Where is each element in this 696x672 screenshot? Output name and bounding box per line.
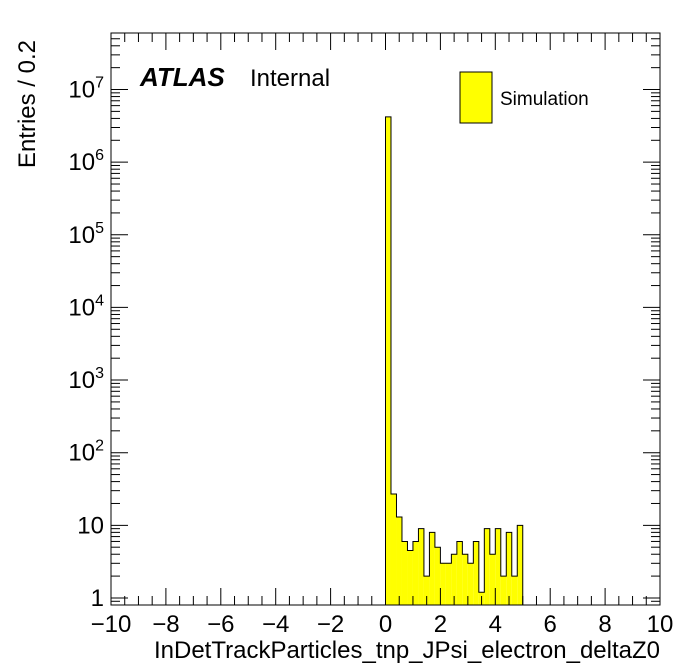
y-axis-title: Entries / 0.2 xyxy=(14,40,41,168)
histogram-bar xyxy=(407,550,413,605)
histogram-bar xyxy=(429,532,435,605)
y-tick-label: 102 xyxy=(68,438,104,467)
histogram-outline xyxy=(385,116,524,605)
histogram-bar xyxy=(390,493,397,605)
histogram-bar xyxy=(418,528,424,605)
histogram-bars xyxy=(385,116,524,605)
histogram-bar xyxy=(412,541,419,605)
histogram-bar xyxy=(511,576,518,605)
x-tick-label: 6 xyxy=(544,611,557,638)
y-tick-label: 107 xyxy=(68,75,104,104)
histogram-bar xyxy=(467,563,474,605)
x-axis-title: InDetTrackParticles_tnp_JPsi_electron_de… xyxy=(154,637,660,664)
legend-label: Simulation xyxy=(500,89,589,110)
histogram-bar xyxy=(440,563,446,605)
atlas-label: ATLAS xyxy=(139,62,225,92)
histogram-bar xyxy=(517,525,523,605)
histogram-bar xyxy=(451,554,457,605)
histogram-bar xyxy=(462,554,468,605)
x-tick-label: 10 xyxy=(647,611,674,638)
y-tick-label: 105 xyxy=(68,220,104,249)
y-axis-ticks: 1 10 102 103 104 105 106 107 xyxy=(68,32,660,612)
histogram-bar xyxy=(506,532,512,605)
histogram-bar xyxy=(489,554,496,605)
x-tick-label: 2 xyxy=(434,611,447,638)
histogram-bar xyxy=(434,547,441,605)
x-tick-label: 4 xyxy=(489,611,502,638)
x-tick-label: 0 xyxy=(379,611,392,638)
histogram-bar xyxy=(423,576,430,605)
x-tick-label: −8 xyxy=(152,611,179,638)
histogram-bar xyxy=(495,528,501,605)
x-axis-ticks: −10 −8 −6 −4 −2 0 2 4 6 8 10 xyxy=(91,33,674,638)
y-tick-label: 104 xyxy=(68,292,104,321)
x-tick-label: −6 xyxy=(207,611,234,638)
y-tick-label: 1 xyxy=(91,585,104,612)
y-tick-label: 103 xyxy=(68,365,104,394)
histogram-bar xyxy=(401,541,408,605)
legend-swatch xyxy=(459,71,493,124)
histogram-bar xyxy=(456,541,463,605)
x-tick-label: −10 xyxy=(91,611,132,638)
histogram-bar xyxy=(445,563,452,605)
internal-label: Internal xyxy=(250,65,330,92)
histogram-bar xyxy=(484,528,490,605)
histogram-bar xyxy=(500,576,507,605)
histogram-bar xyxy=(385,116,391,605)
x-tick-label: 8 xyxy=(598,611,611,638)
y-tick-label: 10 xyxy=(77,512,104,539)
histogram-bar xyxy=(396,517,402,605)
x-tick-label: −4 xyxy=(262,611,289,638)
x-tick-label: −2 xyxy=(317,611,344,638)
histogram-bar xyxy=(473,541,479,605)
y-tick-label: 106 xyxy=(68,147,104,176)
